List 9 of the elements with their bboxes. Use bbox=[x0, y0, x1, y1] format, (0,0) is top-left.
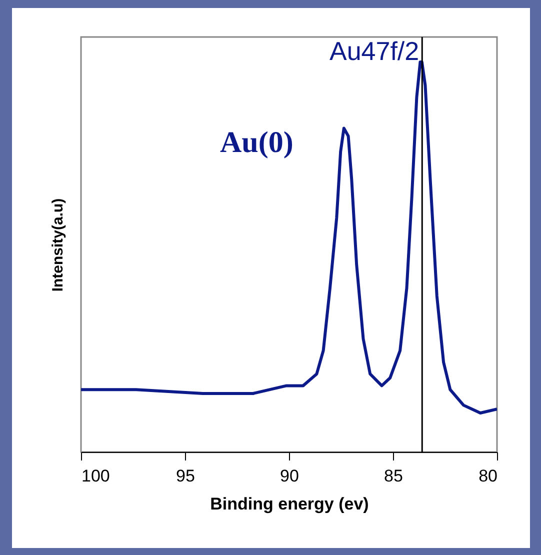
ref-line-label: Au47f/2 bbox=[329, 36, 420, 66]
annotation: Au(0) bbox=[220, 126, 294, 160]
y-axis-title: Intensity(a.u) bbox=[50, 198, 66, 292]
x-tick-label: 100 bbox=[82, 466, 110, 486]
x-tick-label: 95 bbox=[176, 466, 195, 486]
x-tick-label: 80 bbox=[478, 466, 498, 486]
x-tick-label: 85 bbox=[384, 466, 403, 486]
x-tick-label: 90 bbox=[280, 466, 299, 486]
x-axis-title: Binding energy (ev) bbox=[210, 494, 369, 514]
